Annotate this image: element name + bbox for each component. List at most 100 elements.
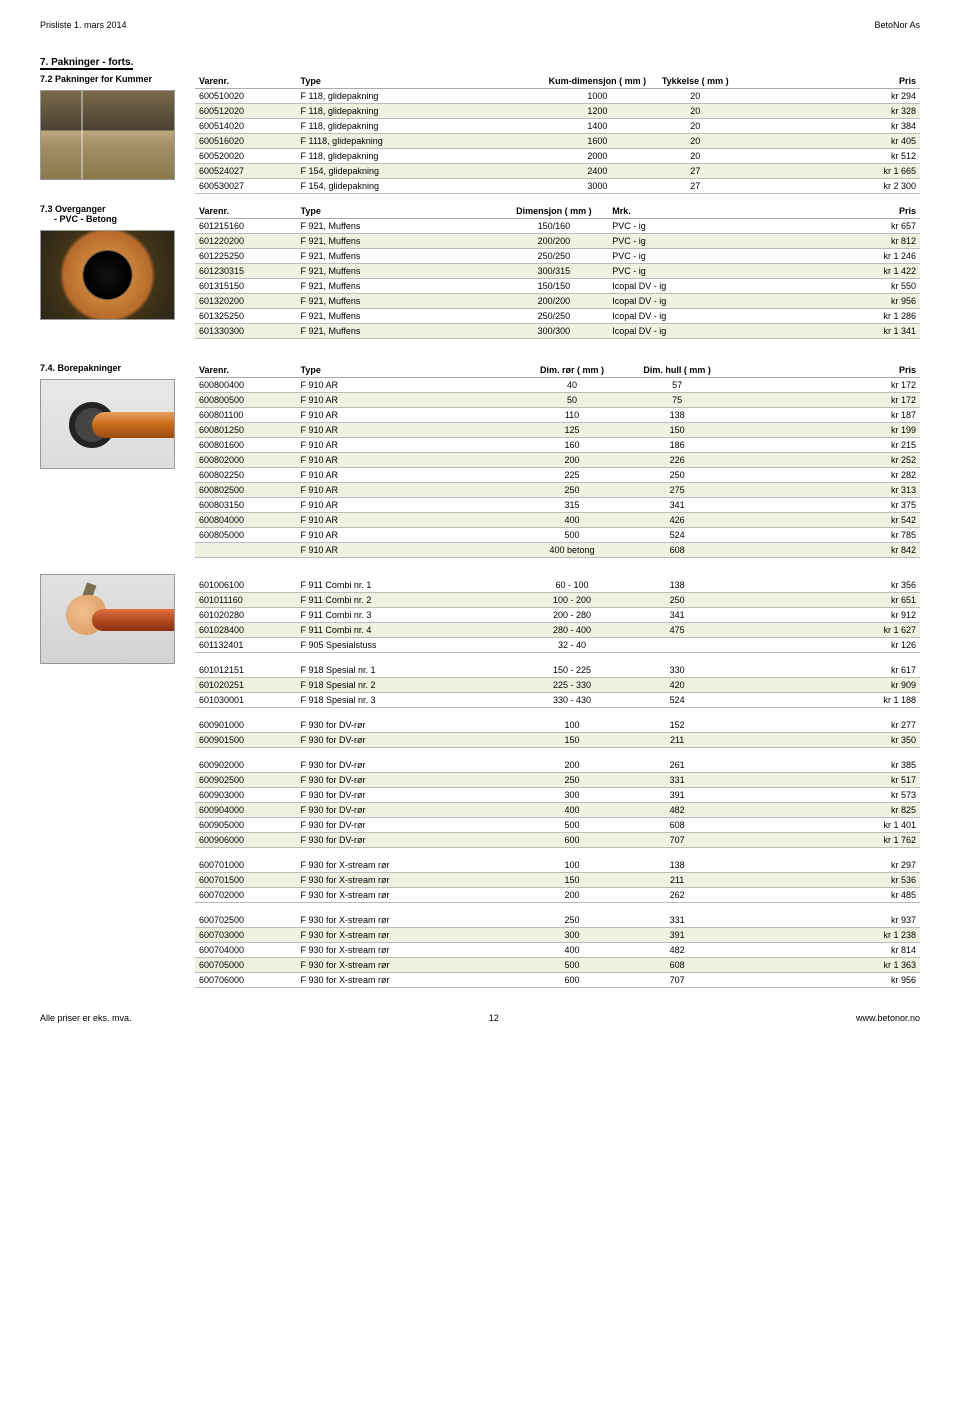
cell: 600805000 bbox=[195, 528, 297, 543]
cell: 152 bbox=[630, 718, 724, 733]
col-dimror: Dim. rør ( mm ) bbox=[514, 363, 630, 378]
cell: F 118, glidepakning bbox=[297, 119, 544, 134]
col-type: Type bbox=[297, 74, 544, 89]
table-row: 601220200F 921, Muffens200/200PVC - igkr… bbox=[195, 234, 920, 249]
cell: 138 bbox=[630, 578, 724, 593]
cell: 225 - 330 bbox=[514, 678, 630, 693]
cell: 601020280 bbox=[195, 608, 297, 623]
col-dimhull: Dim. hull ( mm ) bbox=[630, 363, 724, 378]
cell: 2000 bbox=[543, 149, 652, 164]
table-row: 600512020F 118, glidepakning120020kr 328 bbox=[195, 104, 920, 119]
cell: F 921, Muffens bbox=[297, 309, 500, 324]
cell: 60 - 100 bbox=[514, 578, 630, 593]
table-row: 600703000F 930 for X-stream rør300391kr … bbox=[195, 928, 920, 943]
cell: 482 bbox=[630, 803, 724, 818]
cell: F 910 AR bbox=[297, 453, 515, 468]
cell: 600902000 bbox=[195, 758, 297, 773]
cell: 426 bbox=[630, 513, 724, 528]
col-pris: Pris bbox=[739, 74, 920, 89]
section-73-sub: - PVC - Betong bbox=[40, 214, 195, 224]
cell: kr 126 bbox=[724, 638, 920, 653]
cell: F 930 for DV-rør bbox=[297, 758, 515, 773]
table-row: 601215160F 921, Muffens150/160PVC - igkr… bbox=[195, 219, 920, 234]
cell: 601011160 bbox=[195, 593, 297, 608]
cell: 524 bbox=[630, 693, 724, 708]
table-row: 601230315F 921, Muffens300/315PVC - igkr… bbox=[195, 264, 920, 279]
cell: F 930 for X-stream rør bbox=[297, 873, 515, 888]
table-row: 600902000F 930 for DV-rør200261kr 385 bbox=[195, 758, 920, 773]
cell: 600524027 bbox=[195, 164, 297, 179]
cell: kr 172 bbox=[724, 393, 920, 408]
table-74-g3: 601012151F 918 Spesial nr. 1150 - 225330… bbox=[195, 663, 920, 708]
cell: kr 573 bbox=[724, 788, 920, 803]
cell: kr 1 762 bbox=[724, 833, 920, 848]
table-row: 600905000F 930 for DV-rør500608kr 1 401 bbox=[195, 818, 920, 833]
table-row: 600802250F 910 AR225250kr 282 bbox=[195, 468, 920, 483]
cell: 250/250 bbox=[500, 309, 609, 324]
section-7-title: 7. Pakninger - forts. bbox=[40, 57, 133, 70]
table-row: 600516020F 1118, glidepakning160020kr 40… bbox=[195, 134, 920, 149]
cell: F 930 for DV-rør bbox=[297, 733, 515, 748]
cell: kr 356 bbox=[724, 578, 920, 593]
table-74-g5: 600902000F 930 for DV-rør200261kr 385600… bbox=[195, 758, 920, 848]
cell: 601330300 bbox=[195, 324, 297, 339]
cell: 600801600 bbox=[195, 438, 297, 453]
col-varenr: Varenr. bbox=[195, 363, 297, 378]
cell: 150 - 225 bbox=[514, 663, 630, 678]
table-row: 600702500F 930 for X-stream rør250331kr … bbox=[195, 913, 920, 928]
cell: F 921, Muffens bbox=[297, 234, 500, 249]
page-footer: Alle priser er eks. mva. 12 www.betonor.… bbox=[40, 1013, 920, 1023]
cell: 20 bbox=[652, 149, 739, 164]
table-row: 600901000F 930 for DV-rør100152kr 277 bbox=[195, 718, 920, 733]
cell: 600802250 bbox=[195, 468, 297, 483]
section-72-title: 7.2 Pakninger for Kummer bbox=[40, 74, 195, 84]
table-row: 600801250F 910 AR125150kr 199 bbox=[195, 423, 920, 438]
cell: 600906000 bbox=[195, 833, 297, 848]
cell: 391 bbox=[630, 788, 724, 803]
cell: 200 bbox=[514, 758, 630, 773]
cell: 600705000 bbox=[195, 958, 297, 973]
cell: F 905 Spesialstuss bbox=[297, 638, 515, 653]
cell: 601215160 bbox=[195, 219, 297, 234]
paving-image bbox=[40, 90, 175, 180]
cell: kr 909 bbox=[724, 678, 920, 693]
cell: F 910 AR bbox=[297, 438, 515, 453]
pipe-image bbox=[40, 230, 175, 320]
cell: 601020251 bbox=[195, 678, 297, 693]
cell: 601030001 bbox=[195, 693, 297, 708]
section-73-title: 7.3 Overganger bbox=[40, 204, 195, 214]
cell: 211 bbox=[630, 733, 724, 748]
cell: 601230315 bbox=[195, 264, 297, 279]
cell: 300 bbox=[514, 788, 630, 803]
cell: F 911 Combi nr. 2 bbox=[297, 593, 515, 608]
cell: kr 956 bbox=[724, 973, 920, 988]
cell: 138 bbox=[630, 858, 724, 873]
table-row: 600530027F 154, glidepakning300027kr 2 3… bbox=[195, 179, 920, 194]
cell: 331 bbox=[630, 773, 724, 788]
cell: F 910 AR bbox=[297, 408, 515, 423]
cell: kr 282 bbox=[724, 468, 920, 483]
cell: 400 bbox=[514, 803, 630, 818]
cell: F 930 for DV-rør bbox=[297, 773, 515, 788]
cell: 100 bbox=[514, 858, 630, 873]
table-row: 601225250F 921, Muffens250/250PVC - igkr… bbox=[195, 249, 920, 264]
cell: 600902500 bbox=[195, 773, 297, 788]
table-row: 600704000F 930 for X-stream rør400482kr … bbox=[195, 943, 920, 958]
table-row: 601028400F 911 Combi nr. 4280 - 400475kr… bbox=[195, 623, 920, 638]
cell: F 930 for X-stream rør bbox=[297, 973, 515, 988]
cell: 275 bbox=[630, 483, 724, 498]
table-row: 600702000F 930 for X-stream rør200262kr … bbox=[195, 888, 920, 903]
col-varenr: Varenr. bbox=[195, 74, 297, 89]
cell: kr 1 363 bbox=[724, 958, 920, 973]
cell: 500 bbox=[514, 528, 630, 543]
cell: F 930 for X-stream rør bbox=[297, 888, 515, 903]
cell: 50 bbox=[514, 393, 630, 408]
cell: kr 651 bbox=[724, 593, 920, 608]
cell: 475 bbox=[630, 623, 724, 638]
cell: 600901500 bbox=[195, 733, 297, 748]
cell: 150 bbox=[514, 873, 630, 888]
table-row: 601132401F 905 Spesialstuss32 - 40kr 126 bbox=[195, 638, 920, 653]
cell: Icopal DV - ig bbox=[608, 309, 753, 324]
cell: 3000 bbox=[543, 179, 652, 194]
cell: kr 657 bbox=[753, 219, 920, 234]
